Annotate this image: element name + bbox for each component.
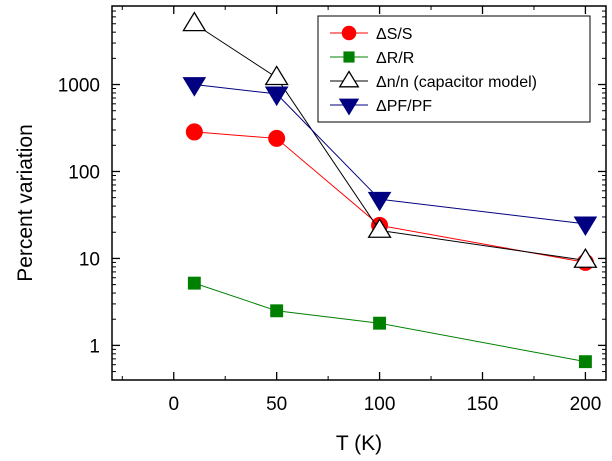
data-point xyxy=(187,276,201,290)
data-point xyxy=(268,129,286,147)
series-0 xyxy=(185,123,594,271)
y-tick-label: 10 xyxy=(79,249,100,270)
data-point xyxy=(367,191,392,212)
data-point xyxy=(573,216,598,236)
data-point xyxy=(182,11,207,32)
x-tick-label: 150 xyxy=(467,394,499,415)
legend-marker xyxy=(338,98,360,116)
legend-entry: ΔPF/PF xyxy=(330,98,432,116)
legend: ΔS/S ΔR/R Δn/n (capacitor model) ΔPF/PF xyxy=(317,15,591,123)
y-axis-title: Percent variation xyxy=(14,124,37,282)
legend-box xyxy=(317,15,591,123)
data-point xyxy=(578,355,592,369)
legend-marker xyxy=(338,70,360,88)
legend-label: ΔS/S xyxy=(376,26,412,43)
data-point xyxy=(373,316,387,330)
data-point xyxy=(182,77,207,97)
y-tick-label: 1 xyxy=(89,336,100,357)
legend-label: Δn/n (capacitor model) xyxy=(376,74,537,91)
data-point xyxy=(264,86,289,107)
legend-marker xyxy=(343,51,355,63)
legend-label: ΔR/R xyxy=(376,50,414,67)
y-tick-label: 1000 xyxy=(58,76,100,97)
series-line xyxy=(194,131,586,263)
series-layer xyxy=(182,11,598,369)
x-axis-title: T (K) xyxy=(336,432,382,455)
y-axis: 1 10 100 1000 xyxy=(58,5,606,381)
x-tick-label: 100 xyxy=(364,394,396,415)
legend-entry: ΔS/S xyxy=(330,25,412,43)
data-point xyxy=(270,304,284,318)
series-3 xyxy=(182,77,598,236)
data-point xyxy=(185,123,203,141)
series-line xyxy=(194,282,586,363)
plot-frame xyxy=(111,5,607,381)
x-axis: 0 50 100 150 200 xyxy=(121,6,602,415)
data-point xyxy=(573,247,598,268)
data-point xyxy=(264,65,289,86)
series-line xyxy=(194,84,586,225)
legend-entry: ΔR/R xyxy=(330,50,414,67)
x-tick-label: 0 xyxy=(168,394,179,415)
x-tick-label: 50 xyxy=(266,394,287,415)
legend-marker xyxy=(341,25,357,41)
y-tick-label: 100 xyxy=(68,162,100,183)
legend-label: ΔPF/PF xyxy=(376,98,432,115)
x-tick-label: 200 xyxy=(570,394,602,415)
series-line xyxy=(194,23,586,261)
legend-entry: Δn/n (capacitor model) xyxy=(330,70,537,91)
plot-area-border xyxy=(111,5,607,381)
data-point xyxy=(367,217,392,238)
series-1 xyxy=(187,276,592,369)
series-2 xyxy=(182,11,598,268)
